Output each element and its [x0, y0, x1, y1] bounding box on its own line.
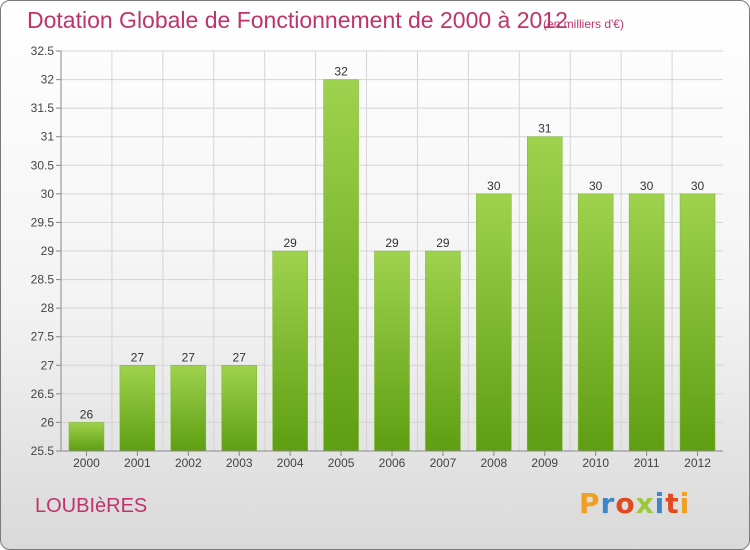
bar — [272, 250, 308, 452]
logo-letter: i — [654, 487, 666, 520]
data-label: 29 — [436, 236, 450, 250]
chart-title: Dotation Globale de Fonctionnement de 20… — [27, 7, 568, 33]
y-tick-label: 28.5 — [31, 273, 55, 287]
x-tick-label: 2004 — [277, 456, 304, 470]
y-tick-label: 27 — [41, 358, 55, 372]
x-tick-label: 2012 — [684, 456, 711, 470]
x-tick-label: 2005 — [328, 456, 355, 470]
y-tick-label: 31 — [41, 130, 55, 144]
bar — [119, 365, 156, 452]
bar — [476, 193, 512, 452]
logo-letter: i — [679, 487, 691, 520]
bar — [577, 193, 614, 452]
bars — [68, 79, 716, 452]
data-label: 26 — [80, 407, 94, 421]
bar — [221, 365, 257, 452]
y-tick-label: 29.5 — [31, 215, 55, 229]
axes — [56, 50, 723, 456]
data-label: 30 — [640, 179, 654, 193]
data-label: 27 — [182, 350, 196, 364]
x-tick-label: 2009 — [531, 456, 558, 470]
y-tick-label: 26 — [41, 415, 55, 429]
bar — [527, 136, 563, 452]
y-tick-label: 28 — [41, 301, 55, 315]
y-tick-label: 26.5 — [31, 387, 55, 401]
x-tick-label: 2000 — [73, 456, 100, 470]
logo-letter: P — [579, 487, 601, 520]
bar — [374, 250, 410, 452]
data-label: 27 — [131, 350, 145, 364]
y-tick-label: 32 — [41, 73, 55, 87]
data-label: 30 — [487, 179, 501, 193]
labels: 25.5 26 26.5 27 27.5 28 28.5 29 29.5 30 30.5 31 31.5… — [31, 44, 712, 470]
bar — [628, 193, 665, 452]
x-tick-label: 2001 — [124, 456, 151, 470]
y-tick-label: 25.5 — [31, 444, 55, 458]
bar — [170, 365, 207, 452]
y-tick-label: 30.5 — [31, 158, 55, 172]
x-tick-label: 2006 — [379, 456, 406, 470]
logo-letter: t — [665, 487, 680, 520]
bar — [425, 250, 461, 452]
data-label: 27 — [233, 350, 247, 364]
logo-letter: r — [600, 487, 616, 520]
data-label: 31 — [538, 122, 552, 136]
unit-note: (en milliers d'€) — [543, 17, 624, 31]
bar — [679, 193, 716, 452]
y-tick-label: 31.5 — [31, 101, 55, 115]
logo-letter: x — [635, 487, 655, 520]
data-label: 29 — [385, 236, 399, 250]
x-tick-label: 2010 — [582, 456, 609, 470]
y-tick-label: 32.5 — [31, 44, 55, 58]
y-tick-label: 27.5 — [31, 330, 55, 344]
data-label: 29 — [283, 236, 297, 250]
x-tick-label: 2011 — [634, 456, 660, 470]
place-name: LOUBIèRES — [35, 495, 148, 517]
bar — [323, 79, 359, 452]
x-tick-label: 2003 — [226, 456, 253, 470]
logo-letter: o — [615, 487, 636, 520]
proxiti-logo: Proxiti — [579, 487, 690, 520]
data-label: 30 — [589, 179, 603, 193]
data-label: 30 — [691, 179, 705, 193]
y-tick-label: 30 — [41, 187, 55, 201]
data-label: 32 — [334, 65, 348, 79]
y-tick-label: 29 — [41, 244, 55, 258]
x-tick-label: 2002 — [175, 456, 202, 470]
x-tick-label: 2007 — [430, 456, 457, 470]
x-tick-label: 2008 — [480, 456, 507, 470]
bar — [68, 422, 105, 452]
